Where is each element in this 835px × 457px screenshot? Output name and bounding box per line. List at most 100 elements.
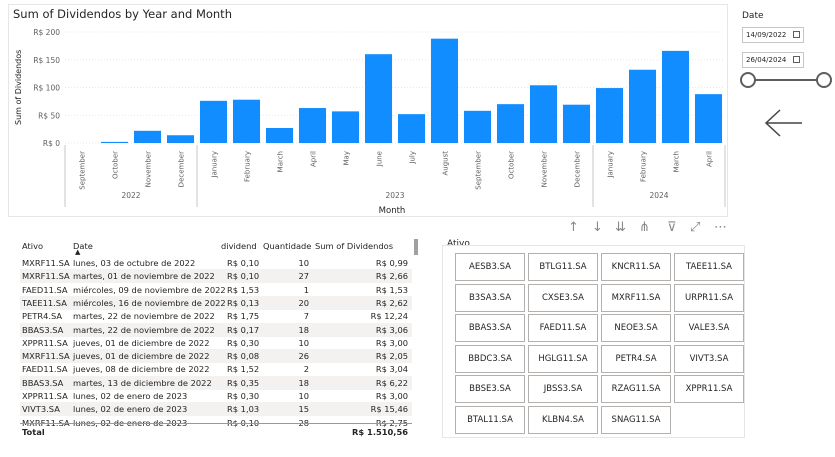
cell-quantidade: 27	[298, 271, 309, 282]
bar[interactable]	[430, 38, 459, 143]
cell-ativo: FAED11.SA	[22, 284, 68, 295]
cell-dividend: R$ 0,35	[227, 377, 260, 388]
dividend-bar-chart[interactable]: Sum of Dividendos by Year and Month Sum …	[8, 4, 728, 217]
calendar-icon[interactable]	[793, 31, 800, 38]
column-header-quantidade[interactable]: Quantidade	[263, 241, 312, 251]
table-row[interactable]: FAED11.SA miércoles, 09 de noviembre de 2…	[20, 283, 412, 297]
bar[interactable]	[463, 110, 492, 143]
expand-hierarchy-icon[interactable]: ⋔	[639, 220, 650, 235]
slicer-item[interactable]: NEOE3.SA	[601, 314, 671, 342]
more-options-icon[interactable]: ⋯	[714, 220, 727, 235]
table-row[interactable]: MXRF11.SA jueves, 01 de diciembre de 2022…	[20, 349, 412, 364]
bar[interactable]	[298, 108, 327, 143]
bar[interactable]	[595, 88, 624, 143]
cell-dividend: R$ 1,75	[227, 311, 260, 322]
x-tick-label: April	[706, 151, 714, 167]
bar[interactable]	[166, 135, 195, 143]
column-header-dividend[interactable]: dividend	[221, 241, 257, 251]
column-header-sum[interactable]: Sum of Dividendos	[315, 241, 394, 251]
slicer-item[interactable]: BBSE3.SA	[455, 375, 525, 403]
slider-end-handle[interactable]	[816, 72, 832, 88]
bar[interactable]	[694, 94, 723, 143]
calendar-icon[interactable]	[793, 56, 800, 63]
cell-sum: R$ 12,24	[370, 311, 408, 322]
cell-date: jueves, 01 de diciembre de 2022	[73, 351, 210, 362]
table-row[interactable]: TAEE11.SA miércoles, 16 de noviembre de 2…	[20, 295, 412, 310]
slider-start-handle[interactable]	[740, 72, 756, 88]
bar[interactable]	[133, 130, 162, 143]
slicer-item[interactable]: URPR11.SA	[674, 283, 744, 312]
slicer-item[interactable]: JBSS3.SA	[528, 375, 598, 403]
table-row[interactable]: BBAS3.SA martes, 22 de noviembre de 2022 R…	[20, 322, 412, 337]
y-tick-label: R$ 50	[38, 111, 60, 120]
slicer-item[interactable]: BTLG11.SA	[528, 253, 598, 281]
slicer-item[interactable]: KNCR11.SA	[601, 253, 671, 281]
cell-dividend: R$ 1,03	[227, 404, 260, 415]
column-header-ativo[interactable]: Ativo	[22, 241, 44, 251]
focus-mode-icon[interactable]: ⤢	[690, 220, 701, 235]
slicer-item[interactable]: VIVT3.SA	[674, 344, 744, 373]
x-tick-label: June	[376, 151, 384, 167]
table-scrollbar[interactable]	[414, 239, 418, 255]
slicer-item[interactable]: HGLG11.SA	[528, 344, 598, 373]
date-range-slider[interactable]	[740, 70, 832, 90]
drill-down-icon[interactable]: ↓	[592, 220, 603, 235]
start-date-input[interactable]: 14/09/2022	[742, 27, 804, 43]
slicer-item[interactable]: BBDC3.SA	[455, 344, 525, 373]
back-arrow-icon[interactable]	[764, 108, 804, 138]
chart-title: Sum of Dividendos by Year and Month	[13, 7, 232, 21]
bar[interactable]	[331, 111, 360, 143]
slicer-item[interactable]: CXSE3.SA	[528, 283, 598, 312]
x-tick-label: May	[343, 151, 351, 165]
cell-ativo: BBAS3.SA	[22, 324, 64, 335]
table-row[interactable]: PETR4.SA martes, 22 de noviembre de 2022 R…	[20, 309, 412, 323]
bar[interactable]	[199, 100, 228, 143]
table-row[interactable]: VIVT3.SA lunes, 02 de enero de 2023 R$ 1,0…	[20, 402, 412, 417]
bar[interactable]	[265, 128, 294, 143]
bar[interactable]	[496, 104, 525, 143]
filter-icon[interactable]: ⊽	[667, 220, 677, 235]
bar[interactable]	[562, 104, 591, 143]
table-row[interactable]: MXRF11.SA martes, 01 de noviembre de 2022…	[20, 269, 412, 284]
slicer-item[interactable]: XPPR11.SA	[674, 375, 744, 403]
bar[interactable]	[397, 114, 426, 143]
bar[interactable]	[628, 69, 657, 143]
table-row[interactable]: XPPR11.SA lunes, 02 de enero de 2023 R$ 0,…	[20, 389, 412, 403]
x-tick-label: December	[178, 151, 186, 187]
slicer-item[interactable]: SNAG11.SA	[601, 405, 671, 434]
table-row[interactable]: FAED11.SA jueves, 08 de diciembre de 2022…	[20, 362, 412, 376]
bar[interactable]	[364, 54, 393, 144]
slicer-item[interactable]: RZAG11.SA	[601, 375, 671, 403]
dividend-table[interactable]: Ativo Date ▲ dividend Quantidade Sum of …	[20, 238, 418, 438]
column-header-date[interactable]: Date	[73, 241, 93, 251]
table-row[interactable]: BBAS3.SA martes, 13 de diciembre de 2022 R…	[20, 375, 412, 390]
table-header: Ativo Date ▲ dividend Quantidade Sum of …	[20, 238, 412, 256]
slicer-item[interactable]: KLBN4.SA	[528, 405, 598, 434]
x-tick-label: October	[508, 151, 516, 179]
slicer-item[interactable]: B3SA3.SA	[455, 283, 525, 312]
bar[interactable]	[100, 141, 129, 143]
end-date-input[interactable]: 26/04/2024	[742, 52, 804, 68]
drill-up-icon[interactable]: ↑	[568, 220, 579, 235]
bar[interactable]	[661, 50, 690, 144]
slicer-item[interactable]: PETR4.SA	[601, 344, 671, 373]
slicer-item[interactable]: VALE3.SA	[674, 314, 744, 342]
slicer-item[interactable]: BTAL11.SA	[455, 405, 525, 434]
table-row[interactable]: XPPR11.SA jueves, 01 de diciembre de 2022…	[20, 336, 412, 350]
cell-sum: R$ 3,04	[375, 364, 408, 375]
bar[interactable]	[529, 85, 558, 143]
slicer-item[interactable]: BBAS3.SA	[455, 314, 525, 342]
x-axis-label: Month	[379, 206, 406, 216]
slicer-item[interactable]: FAED11.SA	[528, 314, 598, 342]
go-to-next-level-icon[interactable]: ⇊	[615, 220, 626, 235]
bar[interactable]	[232, 99, 261, 143]
slicer-item[interactable]: AESB3.SA	[455, 253, 525, 281]
table-row[interactable]: MXRF11.SA lunes, 03 de octubre de 2022 R$ …	[20, 256, 412, 270]
slicer-item[interactable]: TAEE11.SA	[674, 253, 744, 281]
cell-dividend: R$ 0,30	[227, 391, 260, 401]
table-row[interactable]: MXRF11.SA lunes, 02 de enero de 2023 R$ 0,…	[20, 416, 412, 430]
x-tick-label: February	[640, 151, 648, 182]
cell-dividend: R$ 1,53	[227, 284, 260, 295]
slicer-item[interactable]: MXRF11.SA	[601, 283, 671, 312]
cell-dividend: R$ 0,08	[227, 351, 260, 362]
